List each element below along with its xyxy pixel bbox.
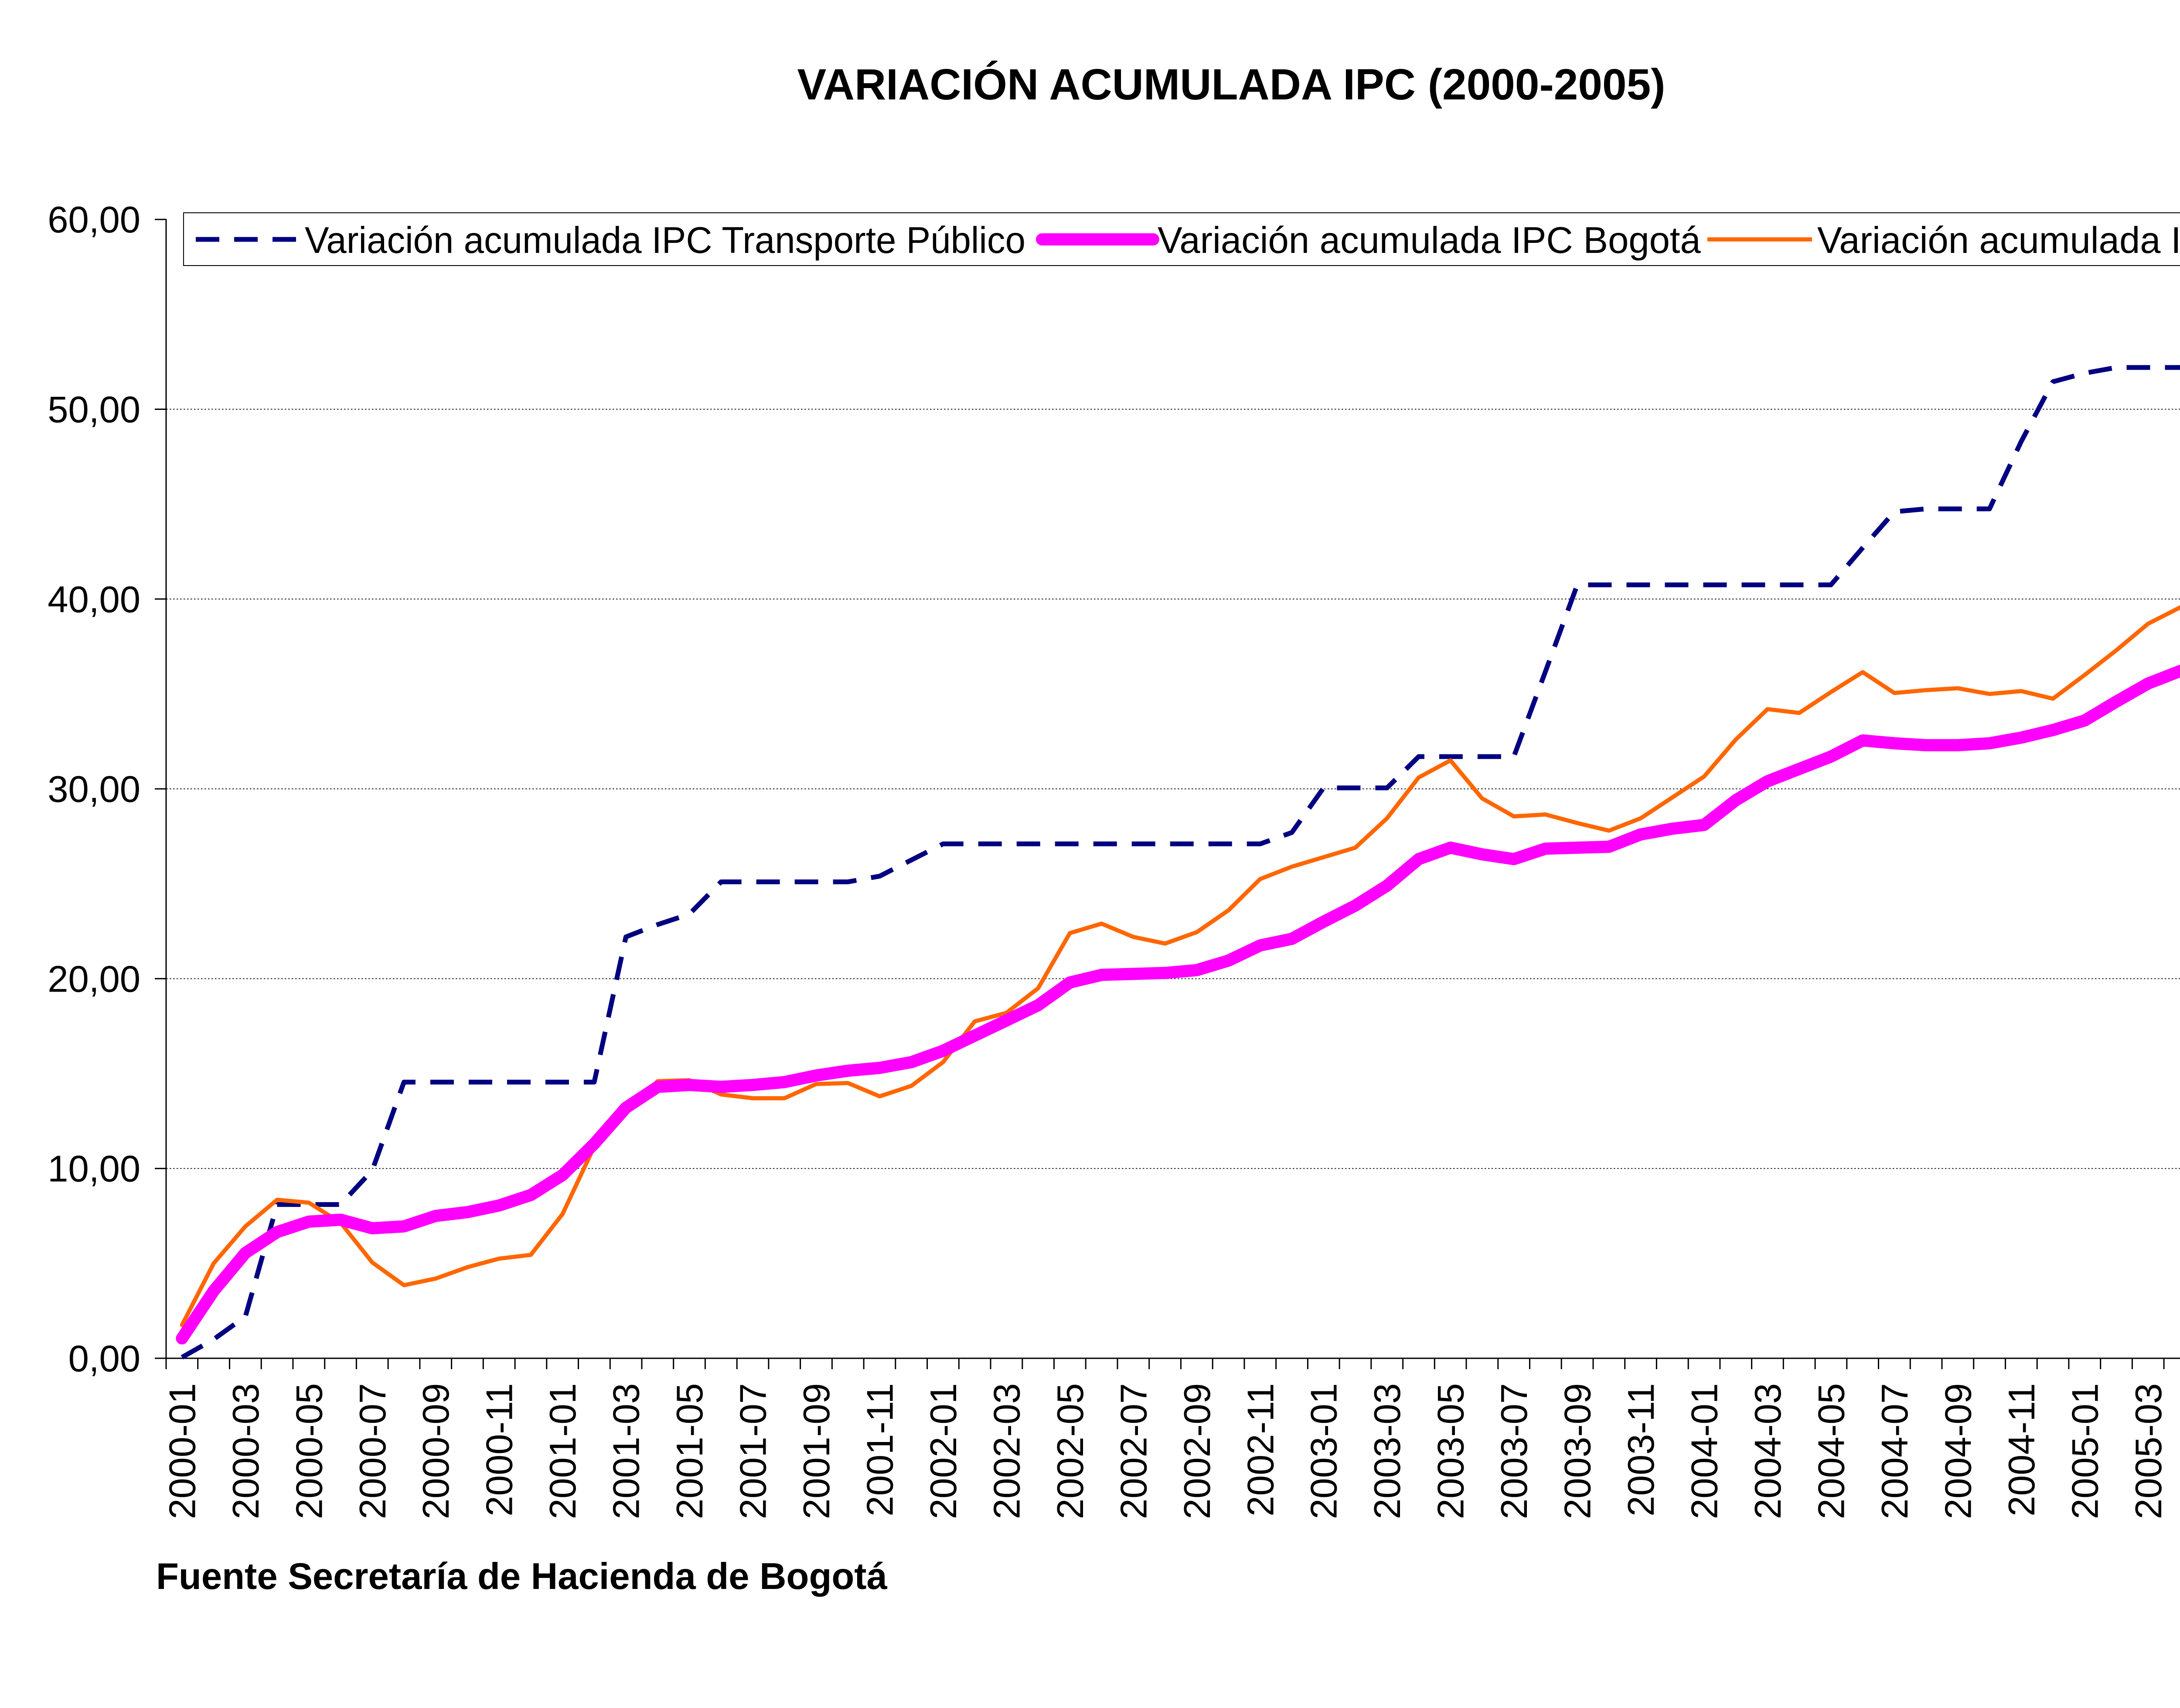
svg-text:60,00: 60,00 [48,199,140,241]
svg-text:2001-09: 2001-09 [796,1383,838,1519]
svg-text:2000-03: 2000-03 [225,1383,267,1519]
svg-text:Variación acumulada IPC Bogotá: Variación acumulada IPC Bogotá [1158,220,1701,261]
svg-text:2004-09: 2004-09 [1938,1383,1979,1519]
svg-text:2002-09: 2002-09 [1177,1383,1218,1519]
svg-text:40,00: 40,00 [48,579,140,620]
svg-text:2000-05: 2000-05 [289,1383,330,1519]
svg-text:2004-11: 2004-11 [2001,1383,2043,1517]
svg-text:20,00: 20,00 [48,958,140,1000]
svg-text:2000-07: 2000-07 [352,1383,394,1519]
svg-text:2002-11: 2002-11 [1240,1383,1281,1517]
svg-text:10,00: 10,00 [48,1149,140,1190]
svg-text:2000-01: 2000-01 [162,1383,203,1519]
svg-text:2003-11: 2003-11 [1621,1383,1662,1517]
svg-text:Variación acumulada IPC. Alime: Variación acumulada IPC. Alimentos [1817,220,2180,261]
svg-text:2001-03: 2001-03 [606,1383,647,1519]
svg-text:Variación acumulada IPC Transp: Variación acumulada IPC Transporte Públi… [305,220,1025,261]
svg-text:2002-03: 2002-03 [986,1383,1028,1519]
svg-text:2004-05: 2004-05 [1811,1383,1852,1519]
svg-text:0,00: 0,00 [68,1338,140,1380]
svg-text:2003-03: 2003-03 [1367,1383,1408,1519]
svg-text:2002-05: 2002-05 [1050,1383,1091,1519]
svg-text:2001-05: 2001-05 [669,1383,711,1519]
svg-text:2003-01: 2003-01 [1304,1383,1345,1519]
svg-text:30,00: 30,00 [48,769,140,810]
svg-text:2003-09: 2003-09 [1557,1383,1599,1519]
svg-text:2003-07: 2003-07 [1494,1383,1535,1519]
svg-text:VARIACIÓN ACUMULADA IPC (2000-: VARIACIÓN ACUMULADA IPC (2000-2005) [797,60,1665,109]
svg-text:2005-03: 2005-03 [2128,1383,2170,1519]
svg-text:2003-05: 2003-05 [1431,1383,1472,1519]
svg-text:2001-11: 2001-11 [860,1383,901,1517]
svg-text:2005-01: 2005-01 [2064,1383,2106,1519]
svg-text:2002-07: 2002-07 [1113,1383,1155,1519]
svg-text:2001-07: 2001-07 [733,1383,774,1519]
svg-text:50,00: 50,00 [48,389,140,431]
svg-text:Fuente Secretaría de Hacienda: Fuente Secretaría de Hacienda de Bogotá [156,1556,888,1597]
svg-text:2000-09: 2000-09 [416,1383,457,1519]
svg-text:2001-01: 2001-01 [542,1383,584,1519]
svg-text:2002-01: 2002-01 [923,1383,964,1519]
svg-text:2004-01: 2004-01 [1684,1383,1726,1519]
svg-text:2004-03: 2004-03 [1747,1383,1789,1519]
svg-text:2000-11: 2000-11 [479,1383,521,1517]
svg-text:2004-07: 2004-07 [1874,1383,1916,1519]
